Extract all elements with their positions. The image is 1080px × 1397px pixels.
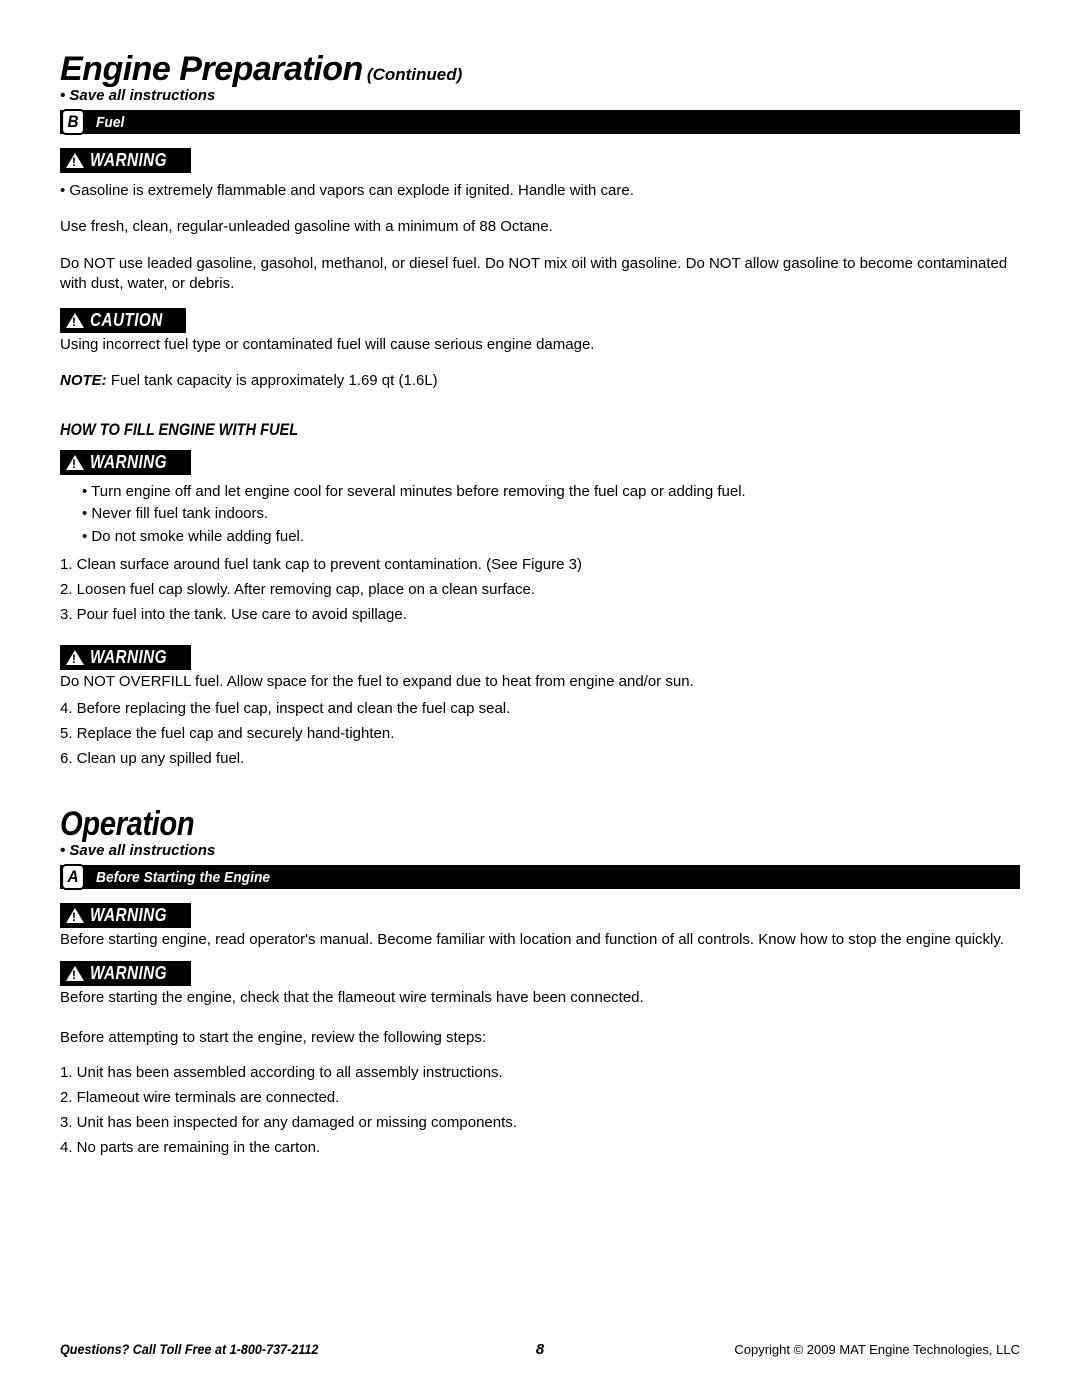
step-label: Before Starting the Engine: [96, 869, 270, 886]
list-item: 2. Loosen fuel cap slowly. After removin…: [60, 581, 1020, 598]
warning-text: • Gasoline is extremely flammable and va…: [60, 181, 1020, 201]
list-item: 1. Unit has been assembled according to …: [60, 1064, 1020, 1081]
warning-badge: WARNING: [60, 645, 191, 670]
section-engine-preparation: Engine Preparation (Continued) • Save al…: [60, 50, 1020, 767]
warning-label: WARNING: [90, 150, 167, 171]
note-line: NOTE: Fuel tank capacity is approximatel…: [60, 371, 1020, 391]
warning-icon: [66, 153, 84, 168]
step-header-before-start: A Before Starting the Engine: [60, 865, 1020, 889]
caution-text: Using incorrect fuel type or contaminate…: [60, 335, 1020, 355]
page-number: 8: [536, 1341, 544, 1358]
save-instructions: • Save all instructions: [60, 842, 1020, 859]
list-item: Never fill fuel tank indoors.: [82, 503, 1020, 526]
note-label: NOTE:: [60, 372, 107, 389]
page-footer: Questions? Call Toll Free at 1-800-737-2…: [60, 1341, 1020, 1357]
warning-label: WARNING: [90, 905, 167, 926]
warning-label: WARNING: [90, 647, 167, 668]
list-item: Turn engine off and let engine cool for …: [82, 481, 1020, 504]
warning-label: WARNING: [90, 963, 167, 984]
warning-badge: WARNING: [60, 148, 191, 173]
step-header-fuel: B Fuel: [60, 110, 1020, 134]
warning-icon: [66, 650, 84, 665]
warning-text: Before starting the engine, check that t…: [60, 988, 1020, 1008]
step-letter: A: [61, 864, 84, 890]
warning-icon: [66, 313, 84, 328]
body-text: Do NOT use leaded gasoline, gasohol, met…: [60, 254, 1020, 295]
warning-badge: WARNING: [60, 450, 191, 475]
footer-copyright: Copyright © 2009 MAT Engine Technologies…: [734, 1342, 1020, 1357]
numbered-steps: 1. Clean surface around fuel tank cap to…: [60, 556, 1020, 623]
warning-icon: [66, 455, 84, 470]
list-item: 1. Clean surface around fuel tank cap to…: [60, 556, 1020, 573]
list-item: 4. No parts are remaining in the carton.: [60, 1139, 1020, 1156]
step-letter: B: [61, 109, 84, 135]
warning-bullets: Turn engine off and let engine cool for …: [82, 481, 1020, 549]
numbered-steps: 1. Unit has been assembled according to …: [60, 1064, 1020, 1156]
list-item: Do not smoke while adding fuel.: [82, 526, 1020, 549]
warning-badge: WARNING: [60, 961, 191, 986]
warning-text: Do NOT OVERFILL fuel. Allow space for th…: [60, 672, 1020, 692]
list-item: 6. Clean up any spilled fuel.: [60, 750, 1020, 767]
list-item: 5. Replace the fuel cap and securely han…: [60, 725, 1020, 742]
section-operation: Operation • Save all instructions A Befo…: [60, 805, 1020, 1156]
continued-label: (Continued): [367, 65, 462, 84]
caution-label: CAUTION: [90, 310, 163, 331]
warning-text: Before starting engine, read operator's …: [60, 930, 1020, 950]
intro-text: Before attempting to start the engine, r…: [60, 1028, 1020, 1048]
numbered-steps: 4. Before replacing the fuel cap, inspec…: [60, 700, 1020, 767]
note-text: Fuel tank capacity is approximately 1.69…: [107, 372, 438, 389]
list-item: 2. Flameout wire terminals are connected…: [60, 1089, 1020, 1106]
section-title: Engine Preparation: [60, 50, 363, 88]
list-item: 3. Unit has been inspected for any damag…: [60, 1114, 1020, 1131]
section-title: Operation: [60, 805, 886, 844]
list-item: 4. Before replacing the fuel cap, inspec…: [60, 700, 1020, 717]
caution-badge: CAUTION: [60, 308, 186, 333]
warning-badge: WARNING: [60, 903, 191, 928]
list-item: 3. Pour fuel into the tank. Use care to …: [60, 606, 1020, 623]
footer-questions: Questions? Call Toll Free at 1-800-737-2…: [60, 1341, 318, 1357]
save-instructions: • Save all instructions: [60, 87, 1020, 104]
warning-label: WARNING: [90, 452, 167, 473]
subhead-fill-fuel: HOW TO FILL ENGINE WITH FUEL: [60, 420, 886, 440]
warning-icon: [66, 966, 84, 981]
step-label: Fuel: [96, 114, 124, 131]
warning-icon: [66, 908, 84, 923]
body-text: Use fresh, clean, regular-unleaded gasol…: [60, 217, 1020, 237]
